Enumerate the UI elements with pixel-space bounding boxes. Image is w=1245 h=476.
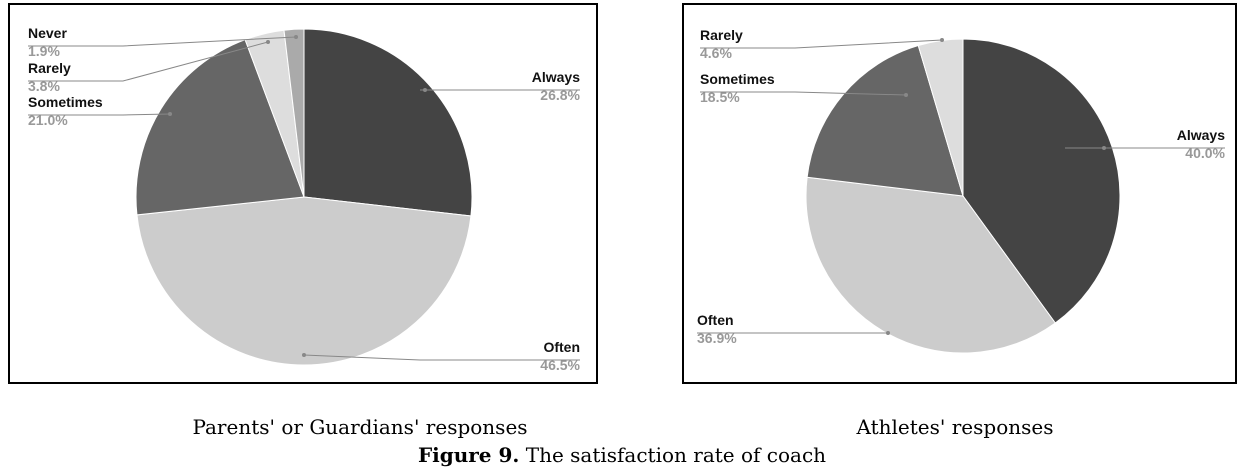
leader-dot [302, 353, 306, 357]
value-label: 40.0% [1185, 145, 1225, 161]
leader-dot [904, 93, 908, 97]
leader-dot [940, 38, 944, 42]
value-label: 26.8% [540, 87, 580, 103]
pie-slice [303, 28, 473, 217]
leader-dot [266, 40, 270, 44]
slice-label: Sometimes [700, 71, 775, 87]
value-label: 3.8% [28, 78, 60, 94]
chart-title: Athletes' responses [856, 415, 1054, 439]
value-label: 21.0% [28, 112, 68, 128]
leader-dot [294, 35, 298, 39]
slice-label: Always [532, 69, 580, 85]
caption: Figure 9. The satisfaction rate of coach [418, 443, 826, 467]
slice-label: Often [543, 339, 580, 355]
slice-label: Often [697, 312, 734, 328]
leader-line [700, 39, 943, 49]
slice-label: Never [28, 25, 67, 41]
leader-line [28, 41, 269, 82]
value-label: 18.5% [700, 89, 740, 105]
pie-slice [805, 176, 1056, 354]
leader-line [28, 36, 297, 47]
caption-label: Figure 9. [418, 443, 519, 467]
caption-text: The satisfaction rate of coach [526, 443, 826, 467]
value-label: 46.5% [540, 357, 580, 373]
value-label: 1.9% [28, 43, 60, 59]
slice-label: Rarely [28, 60, 71, 76]
chart-title: Parents' or Guardians' responses [192, 415, 527, 439]
slice-label: Rarely [700, 27, 743, 43]
leader-dot [886, 331, 890, 335]
slice-label: Always [1177, 127, 1225, 143]
leader-dot [1102, 146, 1106, 150]
leader-line [700, 91, 907, 96]
pie-slice [283, 28, 305, 198]
value-label: 4.6% [700, 45, 732, 61]
slice-label: Sometimes [28, 94, 103, 110]
leader-line [303, 354, 580, 361]
leader-dot [423, 88, 427, 92]
pie-slice [806, 44, 964, 197]
leader-line [28, 113, 171, 116]
leader-dot [168, 112, 172, 116]
pie-slice [962, 38, 1121, 324]
pie-slice [136, 196, 472, 366]
pie-slice [135, 39, 305, 216]
value-label: 36.9% [697, 330, 737, 346]
